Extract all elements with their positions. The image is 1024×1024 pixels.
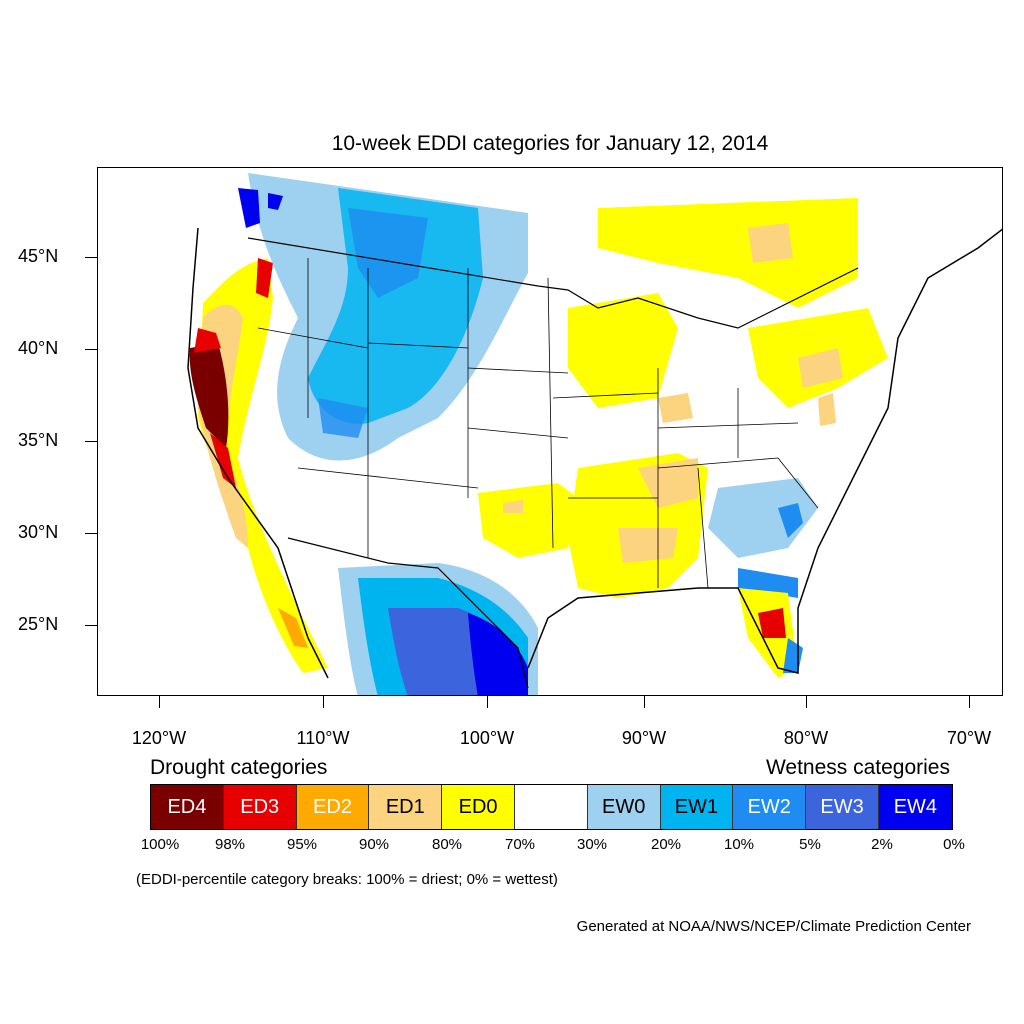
- rockies-ew1: [308, 188, 483, 424]
- legend-ew3: EW3: [806, 785, 879, 829]
- legend-ed4: ED4: [151, 785, 224, 829]
- pct-label-10: 10%: [723, 836, 755, 853]
- pct-label-70: 70%: [504, 836, 536, 853]
- southeast-coast-ew0: [708, 478, 818, 558]
- wetness-categories-title: Wetness categories: [765, 756, 950, 779]
- credit-line: Generated at NOAA/NWS/NCEP/Climate Predi…: [576, 918, 971, 935]
- pct-label-5: 5%: [799, 836, 821, 853]
- xtick-80w: [806, 696, 807, 708]
- canada-ed1: [748, 223, 793, 263]
- legend-ew4: EW4: [878, 785, 952, 829]
- ytick-label-40n: 40°N: [18, 338, 59, 358]
- category-legend: ED4 ED3 ED2 ED1 ED0 EW0 EW1 EW2 EW3 EW4: [150, 784, 953, 830]
- california-ed3: [194, 258, 273, 488]
- ytick-label-25n: 25°N: [18, 614, 59, 634]
- xtick-label-120w: 120°W: [131, 728, 187, 748]
- texas-ew4: [468, 613, 528, 695]
- baja-ed2: [278, 608, 308, 648]
- coastline-west: [187, 227, 329, 679]
- ytick-30n: [85, 533, 97, 534]
- ytick-label-45n: 45°N: [18, 246, 59, 266]
- us-mexico-border: [287, 537, 529, 689]
- florida-ed3: [758, 608, 786, 638]
- xtick-label-100w: 100°W: [459, 728, 515, 748]
- northwest-ew4: [238, 188, 283, 228]
- ytick-35n: [85, 441, 97, 442]
- legend-ew1: EW1: [660, 785, 734, 829]
- pct-label-95: 95%: [286, 836, 318, 853]
- canada-ed0: [598, 198, 858, 308]
- pct-label-100: 100%: [140, 836, 180, 853]
- map-title: 10-week EDDI categories for January 12, …: [331, 132, 769, 155]
- southeast-ed1: [503, 458, 698, 563]
- pct-label-98: 98%: [214, 836, 246, 853]
- great-lakes-ed1: [658, 393, 693, 423]
- ytick-25n: [85, 625, 97, 626]
- legend-normal: [514, 785, 588, 829]
- pct-label-2: 2%: [871, 836, 893, 853]
- category-breaks-note: (EDDI-percentile category breaks: 100% =…: [136, 871, 558, 888]
- ytick-45n: [85, 257, 97, 258]
- legend-ed1: ED1: [369, 785, 443, 829]
- state-borders: [257, 258, 819, 589]
- us-canada-border: [247, 237, 859, 329]
- ytick-label-30n: 30°N: [18, 522, 59, 542]
- pct-label-20: 20%: [650, 836, 682, 853]
- legend-ed0: ED0: [442, 785, 515, 829]
- xtick-label-90w: 90°W: [621, 728, 667, 748]
- legend-ew2: EW2: [733, 785, 807, 829]
- rockies-ew2: [318, 208, 428, 438]
- xtick-100w: [487, 696, 488, 708]
- legend-ew0: EW0: [587, 785, 661, 829]
- pct-label-80: 80%: [431, 836, 463, 853]
- pct-label-0: 0%: [943, 836, 965, 853]
- coastline-gulf: [527, 228, 1002, 674]
- great-lakes-ed0: [568, 293, 678, 408]
- xtick-label-80w: 80°W: [783, 728, 829, 748]
- southern-plains-ed0: [478, 483, 578, 558]
- xtick-label-70w: 70°W: [946, 728, 992, 748]
- xtick-110w: [323, 696, 324, 708]
- drought-categories-title: Drought categories: [150, 756, 328, 779]
- mid-atlantic-ed1: [818, 393, 836, 426]
- legend-ed2: ED2: [296, 785, 370, 829]
- xtick-120w: [159, 696, 160, 708]
- map-canvas: [187, 173, 1002, 695]
- xtick-70w: [969, 696, 970, 708]
- california-ed4: [189, 343, 229, 448]
- xtick-label-110w: 110°W: [296, 728, 350, 748]
- pct-label-30: 30%: [576, 836, 608, 853]
- xtick-90w: [644, 696, 645, 708]
- ytick-label-35n: 35°N: [18, 430, 59, 450]
- legend-ed3: ED3: [223, 785, 297, 829]
- southeast-coast-ew2: [738, 503, 803, 598]
- eddi-map: [97, 167, 1003, 696]
- ytick-40n: [85, 349, 97, 350]
- pct-label-90: 90%: [358, 836, 390, 853]
- northeast-ed1: [798, 348, 843, 388]
